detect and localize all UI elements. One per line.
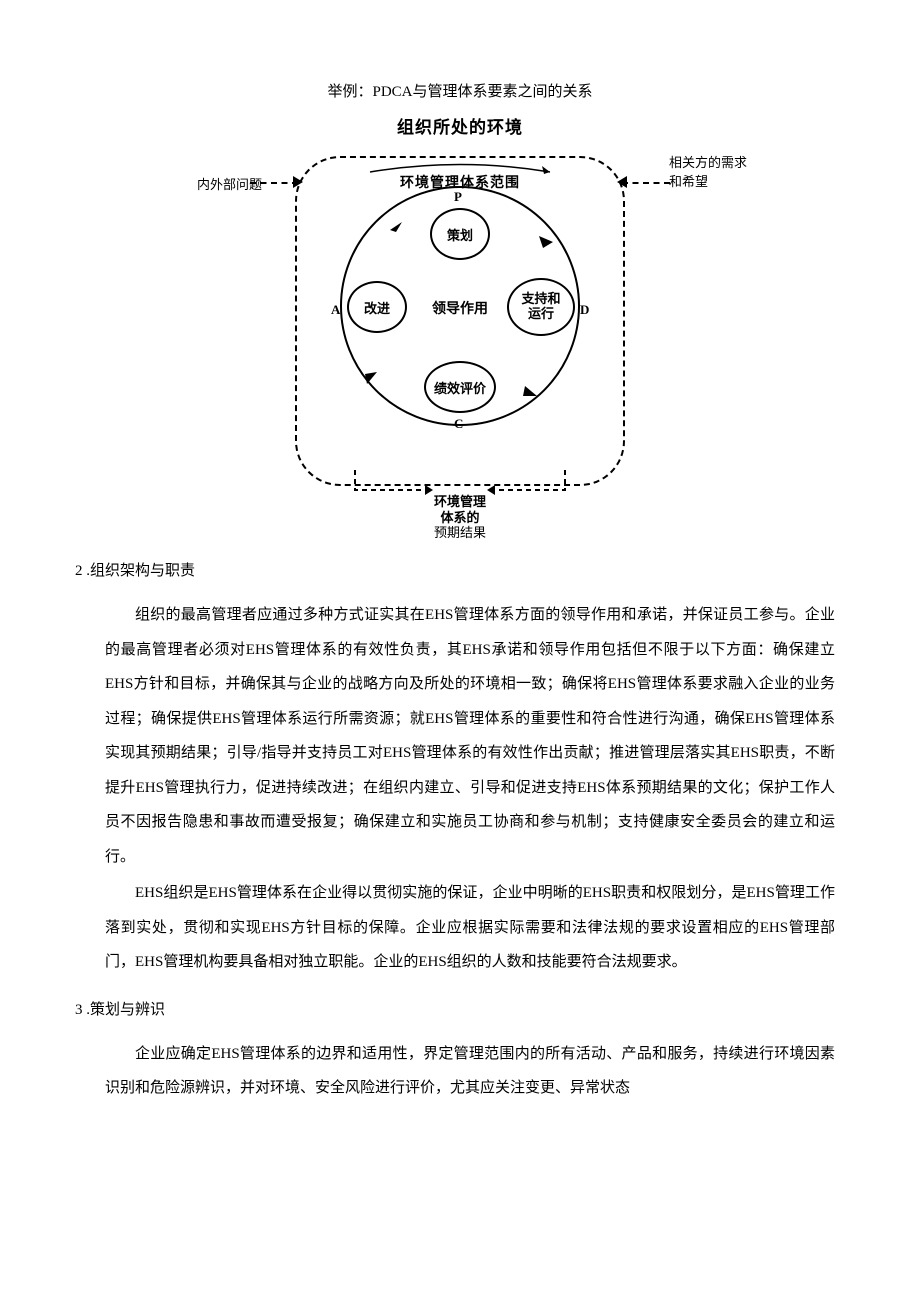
output-l2: 体系的 bbox=[440, 510, 479, 525]
section-3-paragraph-1: 企业应确定EHS管理体系的边界和适用性，界定管理范围内的所有活动、产品和服务，持… bbox=[105, 1037, 835, 1106]
cycle-arrowhead-icon bbox=[523, 386, 537, 400]
output-l1: 环境管理 bbox=[434, 494, 486, 509]
node-leadership: 领导作用 bbox=[235, 298, 685, 318]
figure-caption: 举例：PDCA与管理体系要素之间的关系 bbox=[75, 80, 845, 101]
section-2-num: 2 bbox=[75, 563, 83, 579]
pdca-diagram: 组织所处的环境 内外部问题 相关方的需求 和希望 环境管理体系范围 P D C … bbox=[235, 116, 685, 541]
output-label: 环境管理 体系的 预期结果 bbox=[235, 494, 685, 541]
cycle-arrowhead-icon bbox=[365, 370, 379, 384]
letter-c: C bbox=[454, 416, 463, 432]
letter-p: P bbox=[454, 189, 462, 205]
cycle-arrowhead-icon bbox=[539, 234, 553, 248]
section-3-title: .策划与辨识 bbox=[86, 1002, 165, 1018]
section-2-paragraph-1: 组织的最高管理者应通过多种方式证实其在EHS管理体系方面的领导作用和承诺，并保证… bbox=[105, 598, 835, 874]
section-2-paragraph-2: EHS组织是EHS管理体系在企业得以贯彻实施的保证，企业中明晰的EHS职责和权限… bbox=[105, 876, 835, 980]
cycle-arrowhead-icon bbox=[390, 218, 404, 232]
output-l3: 预期结果 bbox=[434, 525, 486, 540]
scope-arc-arrow bbox=[365, 160, 555, 178]
section-2-heading: 2 .组织架构与职责 bbox=[75, 559, 845, 580]
right-label-line1: 相关方的需求 bbox=[669, 155, 747, 170]
node-plan: 策划 bbox=[430, 208, 490, 260]
section-3-heading: 3 .策划与辨识 bbox=[75, 998, 845, 1019]
node-check: 绩效评价 bbox=[424, 361, 496, 413]
diagram-title: 组织所处的环境 bbox=[235, 113, 685, 138]
section-2-title: .组织架构与职责 bbox=[86, 563, 195, 579]
section-3-num: 3 bbox=[75, 1002, 83, 1018]
